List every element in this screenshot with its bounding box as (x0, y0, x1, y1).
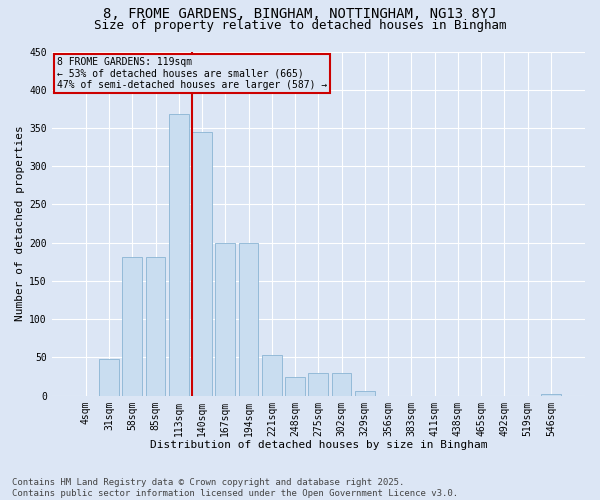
Bar (192, 132, 212, 396)
Bar (239, 242, 259, 396)
Bar (122, 256, 142, 396)
Bar (541, 394, 561, 396)
Bar (332, 373, 352, 396)
Text: Contains HM Land Registry data © Crown copyright and database right 2025.
Contai: Contains HM Land Registry data © Crown c… (12, 478, 458, 498)
Bar (169, 114, 188, 396)
Bar (262, 355, 282, 396)
Y-axis label: Number of detached properties: Number of detached properties (15, 126, 25, 322)
Text: 8 FROME GARDENS: 119sqm
← 53% of detached houses are smaller (665)
47% of semi-d: 8 FROME GARDENS: 119sqm ← 53% of detache… (57, 56, 327, 90)
Bar (215, 242, 235, 396)
Bar (285, 376, 305, 396)
Text: 8, FROME GARDENS, BINGHAM, NOTTINGHAM, NG13 8YJ: 8, FROME GARDENS, BINGHAM, NOTTINGHAM, N… (103, 8, 497, 22)
Bar (146, 256, 166, 396)
Bar (308, 373, 328, 396)
Bar (355, 391, 375, 396)
Bar (99, 359, 119, 396)
X-axis label: Distribution of detached houses by size in Bingham: Distribution of detached houses by size … (149, 440, 487, 450)
Text: Size of property relative to detached houses in Bingham: Size of property relative to detached ho… (94, 18, 506, 32)
